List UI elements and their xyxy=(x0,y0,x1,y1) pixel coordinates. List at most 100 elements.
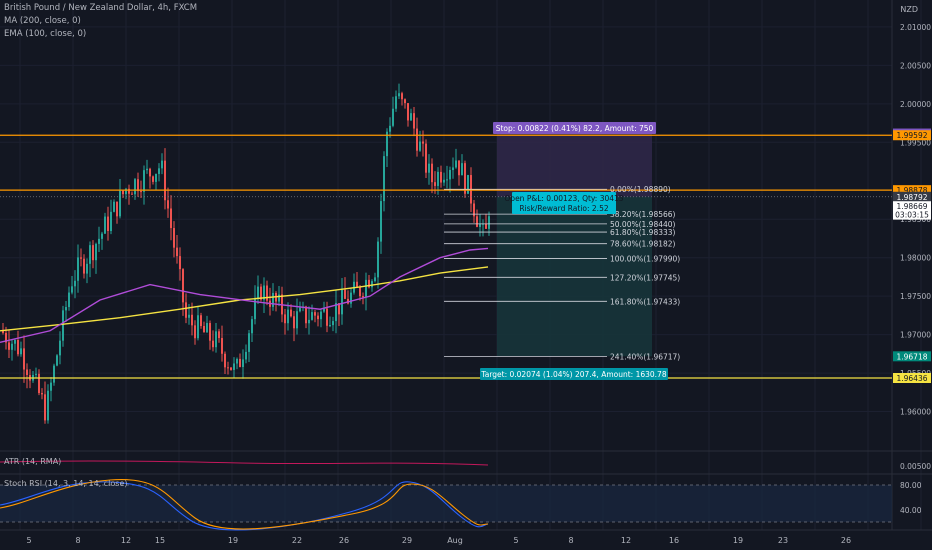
candle xyxy=(284,314,286,324)
price-badge xyxy=(893,209,931,220)
stoch-tick: 40.00 xyxy=(900,506,922,515)
candle xyxy=(458,160,460,176)
candle xyxy=(239,358,241,367)
fib-label: 50.00%(1.98440) xyxy=(610,220,676,229)
candle xyxy=(266,285,268,301)
fib-label: 127.20%(1.97745) xyxy=(610,273,680,282)
time-tick: 8 xyxy=(75,536,80,545)
target-zone xyxy=(497,196,652,357)
candle xyxy=(461,163,463,176)
candle xyxy=(473,203,475,217)
candle xyxy=(185,302,187,318)
candle xyxy=(437,171,439,186)
candle xyxy=(323,308,325,312)
atr-legend[interactable]: ATR (14, RMA) xyxy=(4,457,62,466)
candle xyxy=(131,193,133,195)
ema100-line xyxy=(0,247,489,343)
candle xyxy=(14,339,16,344)
price-badge xyxy=(893,130,931,141)
candle xyxy=(164,160,166,201)
candle xyxy=(272,292,274,307)
candle xyxy=(128,188,130,194)
ma-legend[interactable]: MA (200, close, 0) xyxy=(4,16,81,26)
candle xyxy=(395,96,397,109)
target-label: Target: 0.02074 (1.04%) 207.4, Amount: 1… xyxy=(480,370,666,379)
candle xyxy=(479,224,481,227)
candle xyxy=(194,325,196,339)
price-badge xyxy=(893,191,931,202)
candle xyxy=(62,310,64,341)
fib-label: 61.80%(1.98333) xyxy=(610,228,676,237)
price-tick: 1.97000 xyxy=(900,331,931,340)
time-tick: 19 xyxy=(733,536,743,545)
candle xyxy=(44,394,46,421)
candle xyxy=(392,108,394,126)
time-tick: 22 xyxy=(292,536,302,545)
candle xyxy=(23,348,25,370)
time-tick: 23 xyxy=(778,536,788,545)
candle xyxy=(365,279,367,298)
candle xyxy=(257,286,259,299)
candle xyxy=(341,289,343,315)
candle xyxy=(410,113,412,121)
candle xyxy=(338,303,340,315)
candle xyxy=(260,286,262,300)
price-badge-text: 1.98792 xyxy=(896,193,927,202)
candle xyxy=(446,179,448,181)
fib-label: 161.80%(1.97433) xyxy=(610,297,680,306)
candle xyxy=(20,348,22,355)
candle xyxy=(116,201,118,217)
candle xyxy=(47,390,49,421)
ema-legend[interactable]: EMA (100, close, 0) xyxy=(4,29,87,39)
price-badge-text: 1.96718 xyxy=(896,352,927,361)
price-tick: 1.96000 xyxy=(900,408,931,417)
candle xyxy=(125,188,127,195)
candle xyxy=(92,245,94,261)
candle xyxy=(377,241,379,278)
candle xyxy=(179,256,181,270)
candle xyxy=(314,312,316,316)
candle xyxy=(5,332,7,343)
atr-line xyxy=(0,460,489,466)
fib-label: 100.00%(1.97990) xyxy=(610,254,680,263)
candle xyxy=(218,331,220,339)
time-tick: 15 xyxy=(155,536,165,545)
candle xyxy=(404,99,406,104)
candle xyxy=(344,289,346,299)
time-tick: 26 xyxy=(339,536,349,545)
stoch-legend[interactable]: Stoch RSI (14, 3, 14, 14, close) xyxy=(4,479,128,488)
price-tick: 2.01000 xyxy=(900,23,931,32)
candle xyxy=(329,325,331,327)
candle xyxy=(206,323,208,333)
candle xyxy=(50,382,52,391)
candle xyxy=(308,319,310,324)
candle xyxy=(35,373,37,375)
candle xyxy=(224,353,226,368)
candle xyxy=(149,168,151,177)
candle xyxy=(173,228,175,248)
candle xyxy=(95,243,97,261)
candle xyxy=(248,333,250,352)
stop-label-box xyxy=(493,122,656,134)
target-label-box xyxy=(480,368,668,380)
candle xyxy=(398,93,400,97)
time-tick: 19 xyxy=(228,536,238,545)
price-badge xyxy=(893,351,931,362)
ma200-line xyxy=(0,266,489,332)
fib-label: 78.60%(1.98182) xyxy=(610,240,676,249)
risk-reward-text: Risk/Reward Ratio: 2.52 xyxy=(519,204,608,213)
price-badge xyxy=(893,373,931,383)
candle xyxy=(134,179,136,195)
candle xyxy=(188,314,190,318)
symbol-legend[interactable]: British Pound / New Zealand Dollar, 4h, … xyxy=(4,3,198,13)
candle xyxy=(80,257,82,259)
candle xyxy=(293,316,295,329)
candle xyxy=(443,179,445,183)
candle xyxy=(137,179,139,192)
candle xyxy=(176,247,178,257)
candle xyxy=(350,292,352,304)
candle xyxy=(53,365,55,383)
candle xyxy=(74,280,76,287)
candle xyxy=(362,296,364,298)
